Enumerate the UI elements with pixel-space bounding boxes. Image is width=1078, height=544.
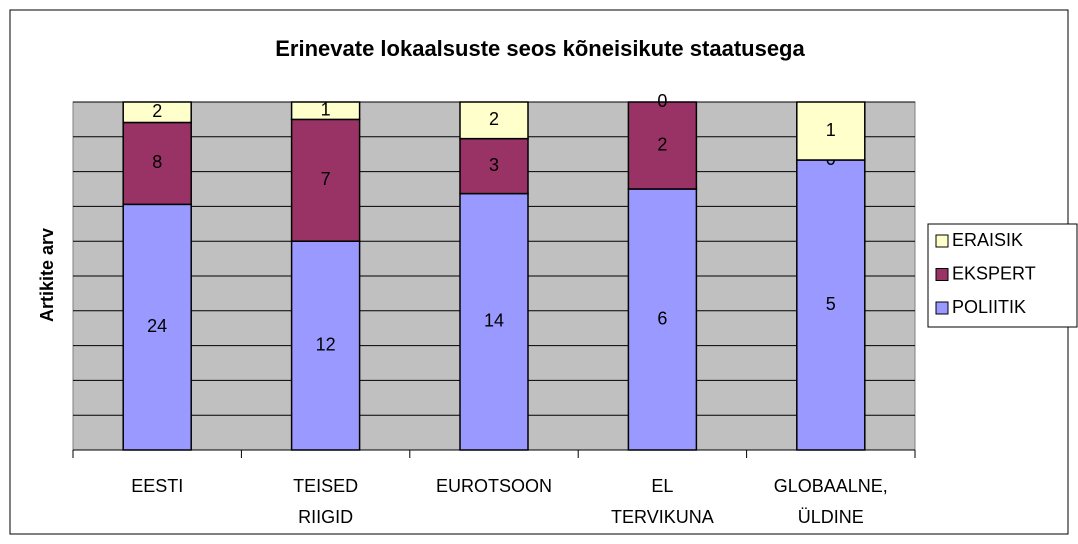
x-tick-label: EUROTSOON [436, 476, 552, 496]
legend-swatch [935, 234, 949, 248]
value-label: 12 [316, 334, 336, 354]
value-label: 14 [484, 311, 504, 331]
x-tick-label: GLOBAALNE, ÜLDINE [774, 476, 888, 527]
chart-title: Erinevate lokaalsuste seos kõneisikute s… [275, 36, 805, 61]
bar-segment [122, 121, 192, 206]
legend-label: ERAISIK [952, 230, 1023, 250]
x-tick-label: EESTI [131, 476, 183, 496]
bar-segment [459, 192, 529, 451]
bar-segment [459, 137, 529, 195]
bar-segment [290, 118, 361, 242]
value-label: 24 [147, 316, 167, 336]
legend-label: EKSPERT [952, 263, 1036, 283]
value-label: 5 [826, 294, 836, 314]
legend-swatch [935, 268, 949, 281]
legend-box [927, 223, 1078, 328]
bar-segment [459, 101, 529, 140]
bar-segment [627, 101, 698, 190]
value-label: 6 [657, 308, 667, 328]
value-label: 1 [321, 99, 331, 119]
value-label: 8 [152, 152, 162, 172]
value-label: 2 [152, 101, 162, 121]
bar-segment [290, 240, 361, 451]
bar-segment [122, 101, 192, 124]
value-label: 0 [657, 91, 667, 111]
bar-segment [796, 159, 866, 451]
value-label: 3 [489, 155, 499, 175]
legend-swatch [935, 301, 949, 315]
value-label: 1 [826, 120, 836, 140]
bar-segment [290, 101, 361, 121]
value-label: 2 [489, 109, 499, 129]
y-axis-label: Artikite arv [37, 228, 57, 322]
legend-label: POLIITIK [952, 297, 1026, 317]
x-tick-label: TEISED RIIGID [293, 476, 358, 527]
value-label: 2 [657, 134, 667, 154]
value-label: 7 [321, 169, 331, 189]
x-tick-label: EL TERVIKUNA [611, 476, 714, 527]
bar-segment [796, 101, 866, 161]
